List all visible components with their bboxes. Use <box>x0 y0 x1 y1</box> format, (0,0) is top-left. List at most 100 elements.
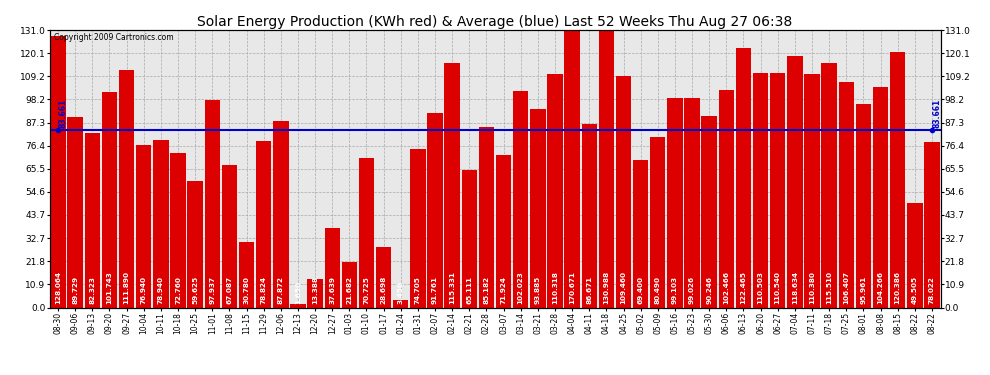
Bar <box>119 70 135 308</box>
Bar <box>873 87 888 308</box>
Text: 97.937: 97.937 <box>209 276 215 304</box>
Bar <box>136 144 151 308</box>
Bar <box>719 90 734 308</box>
Text: 71.924: 71.924 <box>501 276 507 304</box>
Bar <box>822 63 837 308</box>
Text: 86.671: 86.671 <box>586 276 592 304</box>
Text: 69.400: 69.400 <box>638 276 644 304</box>
Text: 170.671: 170.671 <box>569 272 575 304</box>
Bar <box>650 137 665 308</box>
Bar <box>273 122 288 308</box>
Bar <box>84 133 100 308</box>
Text: 99.026: 99.026 <box>689 276 695 304</box>
Text: 82.323: 82.323 <box>89 276 95 304</box>
Bar <box>393 300 409 307</box>
Bar <box>428 113 443 308</box>
Text: 21.682: 21.682 <box>346 276 352 304</box>
Text: 91.761: 91.761 <box>432 276 438 304</box>
Bar <box>376 247 391 308</box>
Text: 99.103: 99.103 <box>672 276 678 304</box>
Bar <box>599 30 614 308</box>
Bar <box>787 56 803 308</box>
Text: 72.760: 72.760 <box>175 276 181 304</box>
Bar <box>736 48 751 308</box>
Bar <box>907 202 923 308</box>
Text: 78.940: 78.940 <box>157 276 164 304</box>
Text: 110.318: 110.318 <box>552 272 558 304</box>
Bar <box>684 98 700 308</box>
Text: 109.460: 109.460 <box>621 272 627 304</box>
Text: 95.961: 95.961 <box>860 276 866 304</box>
Bar <box>153 140 168 308</box>
Bar <box>222 165 238 308</box>
Text: 104.266: 104.266 <box>877 272 883 304</box>
Text: 89.729: 89.729 <box>72 276 78 304</box>
Bar <box>307 279 323 308</box>
Bar <box>410 149 426 308</box>
Text: 28.698: 28.698 <box>380 276 387 304</box>
Bar <box>770 74 785 308</box>
Text: 78.022: 78.022 <box>929 276 935 304</box>
Text: 67.087: 67.087 <box>227 276 233 304</box>
Bar <box>839 82 854 308</box>
Bar <box>530 109 545 308</box>
Text: 59.625: 59.625 <box>192 276 198 304</box>
Bar <box>479 127 494 308</box>
Text: 80.490: 80.490 <box>654 276 660 304</box>
Text: 37.639: 37.639 <box>330 276 336 304</box>
Bar <box>239 242 254 308</box>
Text: 3.450: 3.450 <box>398 282 404 304</box>
Text: 110.503: 110.503 <box>757 272 763 304</box>
Text: 102.466: 102.466 <box>724 272 730 304</box>
Bar <box>804 74 820 308</box>
Text: 128.064: 128.064 <box>55 272 61 304</box>
Text: 49.505: 49.505 <box>912 276 918 304</box>
Text: 87.872: 87.872 <box>278 276 284 304</box>
Bar <box>205 100 220 308</box>
Bar <box>616 76 632 307</box>
Text: 65.111: 65.111 <box>466 276 472 304</box>
Bar <box>547 74 562 308</box>
Bar <box>170 153 186 308</box>
Bar <box>564 30 580 308</box>
Text: 30.780: 30.780 <box>244 276 249 304</box>
Text: 74.705: 74.705 <box>415 276 421 304</box>
Bar <box>890 53 906 308</box>
Bar <box>581 124 597 308</box>
Bar <box>102 92 117 308</box>
Text: 106.407: 106.407 <box>843 272 849 304</box>
Bar <box>290 304 306 307</box>
Text: 122.465: 122.465 <box>741 272 746 304</box>
Bar <box>67 117 83 308</box>
Bar <box>513 92 529 308</box>
Bar <box>855 104 871 308</box>
Text: 110.380: 110.380 <box>809 272 815 304</box>
Bar <box>187 181 203 308</box>
Text: 130.988: 130.988 <box>603 271 610 304</box>
Bar <box>702 116 717 308</box>
Bar <box>925 142 940 308</box>
Text: 93.885: 93.885 <box>535 276 541 304</box>
Bar <box>496 155 511 308</box>
Bar <box>633 160 648 308</box>
Title: Solar Energy Production (KWh red) & Average (blue) Last 52 Weeks Thu Aug 27 06:3: Solar Energy Production (KWh red) & Aver… <box>197 15 793 29</box>
Text: 76.940: 76.940 <box>141 276 147 304</box>
Bar <box>461 170 477 308</box>
Text: 115.331: 115.331 <box>449 272 455 304</box>
Text: 70.725: 70.725 <box>363 276 369 304</box>
Text: Copyright 2009 Cartronics.com: Copyright 2009 Cartronics.com <box>53 33 173 42</box>
Bar <box>445 63 460 308</box>
Bar <box>564 30 580 308</box>
Text: 83.661: 83.661 <box>58 99 67 128</box>
Text: 85.182: 85.182 <box>483 276 489 304</box>
Text: 78.824: 78.824 <box>260 276 266 304</box>
Bar <box>325 228 340 308</box>
Text: 111.890: 111.890 <box>124 272 130 304</box>
Text: 110.540: 110.540 <box>775 272 781 304</box>
Bar <box>50 36 65 308</box>
Bar <box>342 262 357 308</box>
Text: 118.634: 118.634 <box>792 272 798 304</box>
Bar <box>358 158 374 308</box>
Text: 90.246: 90.246 <box>706 276 712 304</box>
Text: 101.743: 101.743 <box>107 272 113 304</box>
